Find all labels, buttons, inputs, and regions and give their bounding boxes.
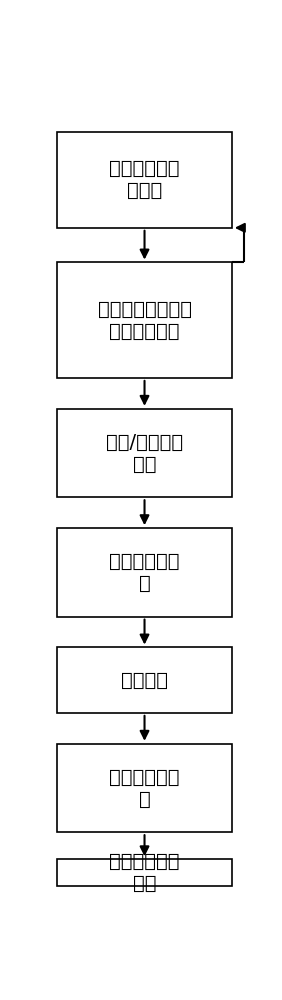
FancyBboxPatch shape: [57, 647, 232, 713]
Text: 真空/加压熔融
浸渍: 真空/加压熔融 浸渍: [106, 433, 183, 474]
Text: 清洗高开孔率
泡沫碳: 清洗高开孔率 泡沫碳: [109, 159, 180, 200]
FancyBboxPatch shape: [57, 132, 232, 228]
Text: 导热增强性泡
沫碳: 导热增强性泡 沫碳: [109, 852, 180, 893]
Text: 中间相沥青包埋高
开孔率泡沫碳: 中间相沥青包埋高 开孔率泡沫碳: [98, 300, 191, 341]
Text: 中间相沥青发
泡: 中间相沥青发 泡: [109, 552, 180, 593]
FancyBboxPatch shape: [57, 859, 232, 886]
FancyBboxPatch shape: [57, 262, 232, 378]
FancyBboxPatch shape: [57, 528, 232, 617]
Text: 高温处理: 高温处理: [121, 671, 168, 690]
Text: 高温石墨化处
理: 高温石墨化处 理: [109, 767, 180, 808]
FancyBboxPatch shape: [57, 744, 232, 832]
FancyBboxPatch shape: [57, 409, 232, 497]
